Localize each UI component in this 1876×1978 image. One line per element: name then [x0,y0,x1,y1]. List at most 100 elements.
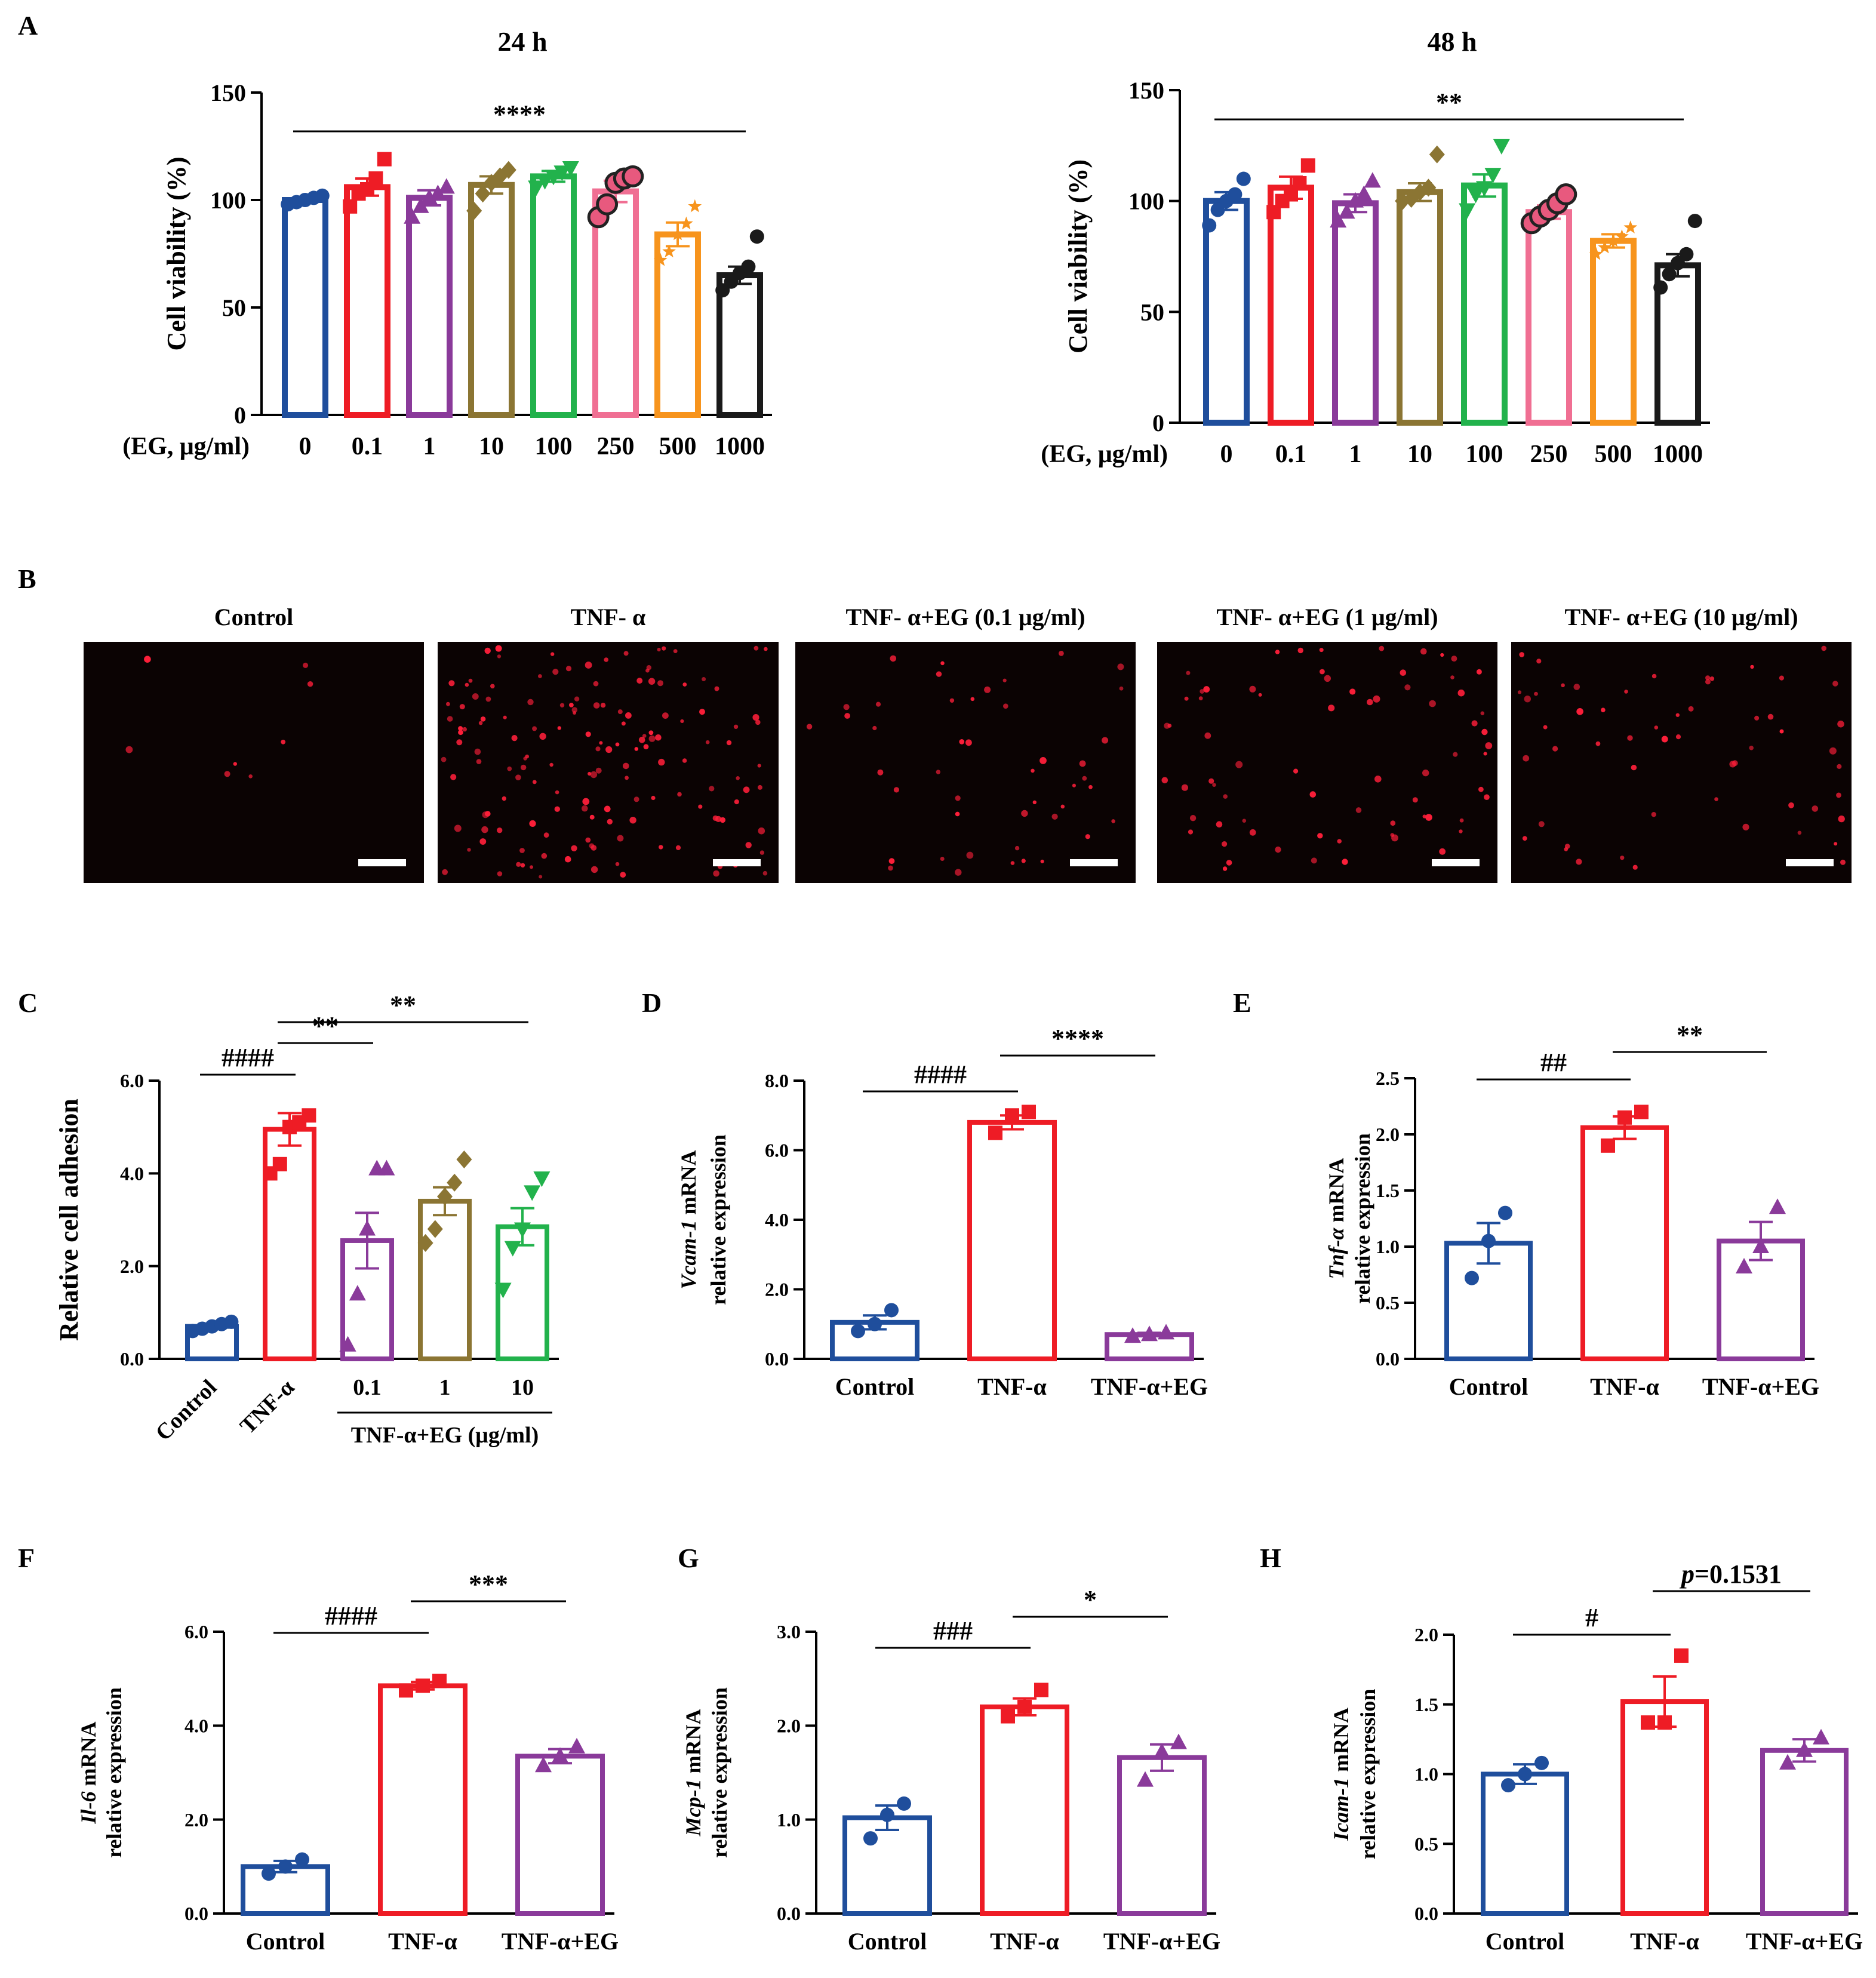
x-tick-label: 10 [1407,441,1432,468]
cell-dot [1051,813,1058,820]
cell-dot [1552,746,1558,752]
cell-dot [1754,715,1760,721]
cell-dot [623,762,629,770]
cell-dot [1821,645,1826,651]
y-tick-label: 50 [222,294,246,321]
cell-dot [888,858,895,865]
data-point [475,184,491,203]
cell-dot [516,862,521,867]
cell-dot [620,872,626,878]
x-tick-label: TNF-α [1630,1928,1699,1955]
significance-text: ** [312,1011,339,1041]
cell-dot [1767,713,1774,720]
cell-dot [621,721,626,726]
data-point [1674,1648,1689,1663]
cell-dot [745,842,752,848]
y-axis-label: Il-6 mRNA [76,1722,100,1825]
cell-dot [1226,860,1232,866]
cell-dot [1355,807,1362,813]
bar-C-3 [418,1198,472,1362]
cell-dot [633,796,639,802]
cell-dot [571,845,577,852]
cell-dot [1561,683,1565,688]
cell-dot [1538,821,1545,828]
cell-dot [1709,676,1715,681]
cell-dot [1390,820,1396,826]
cell-dot [984,686,991,693]
y-tick-label: 2.0 [1414,1624,1438,1645]
data-point [1671,256,1685,270]
data-point [536,174,553,190]
cell-dot [657,680,663,687]
y-tick-label: 6.0 [184,1621,208,1642]
significance-label: *** [469,1570,508,1599]
data-point [1589,247,1603,260]
micrograph-image [438,642,779,883]
cell-dot [523,756,527,761]
cell-dot [702,677,706,681]
significance-label: **** [493,100,546,129]
cell-dot [743,786,750,793]
data-point [1662,267,1677,282]
cell-dot [636,678,643,684]
significance-text: ## [1540,1048,1567,1077]
x-tick-label: 100 [535,433,573,460]
significance-label: #### [222,1043,274,1072]
cell-dot [1829,747,1837,755]
significance-text: #### [325,1601,377,1631]
cell-dot [1451,656,1457,662]
bar-A1-2 [406,195,453,418]
bar-H-2 [1760,1748,1849,1916]
cell-dot [539,875,543,879]
bar-H-0 [1481,1771,1569,1916]
x-tick-label: Control [1486,1928,1565,1955]
data-point [1752,1238,1769,1253]
x-tick-label: TNF-α+EG [1103,1928,1220,1955]
cell-dot [1624,690,1628,694]
data-point [1779,1754,1796,1770]
bar-A1-4 [530,173,577,418]
cell-dot [642,734,647,738]
cell-dot [448,680,455,687]
y-tick-label: 2.0 [765,1279,789,1300]
cell-dot [144,656,151,663]
data-point [671,227,685,241]
significance-text: #### [914,1060,967,1089]
y-tick-label: 2.0 [120,1256,144,1277]
cell-dot [1002,678,1007,682]
micrograph-0: Control [84,604,424,883]
data-point [494,1282,512,1299]
y-tick-label: 0.0 [777,1903,801,1924]
cell-dot [497,828,503,833]
scale-bar [1786,859,1834,866]
cell-dot [1021,810,1028,817]
significance-label: ## [1540,1048,1567,1077]
cell-dot [565,666,572,672]
cell-dot [875,702,881,707]
data-point [897,1796,911,1811]
data-point [1228,187,1243,202]
data-point [456,1150,472,1169]
cell-dot [1337,839,1342,844]
cell-dot [1412,797,1418,803]
micrograph-image [84,642,424,883]
scale-bar [358,859,406,866]
micrograph-image [1157,642,1497,883]
cell-dot [872,725,877,731]
data-point [1498,1205,1512,1220]
significance-label: ** [312,1011,339,1041]
cell-dot [1216,821,1223,828]
data-point [378,1159,395,1176]
cell-dot [651,795,656,801]
x-tick-label: 0.1 [1275,441,1307,468]
data-point [568,1737,585,1754]
data-point [1017,1699,1032,1714]
cell-dot [1543,725,1548,730]
data-point [1154,1743,1170,1759]
significance-label: ** [390,990,416,1020]
bar-A2-1 [1268,184,1314,426]
data-point [1338,203,1355,219]
data-point [988,1125,1002,1140]
data-point [1292,176,1307,190]
